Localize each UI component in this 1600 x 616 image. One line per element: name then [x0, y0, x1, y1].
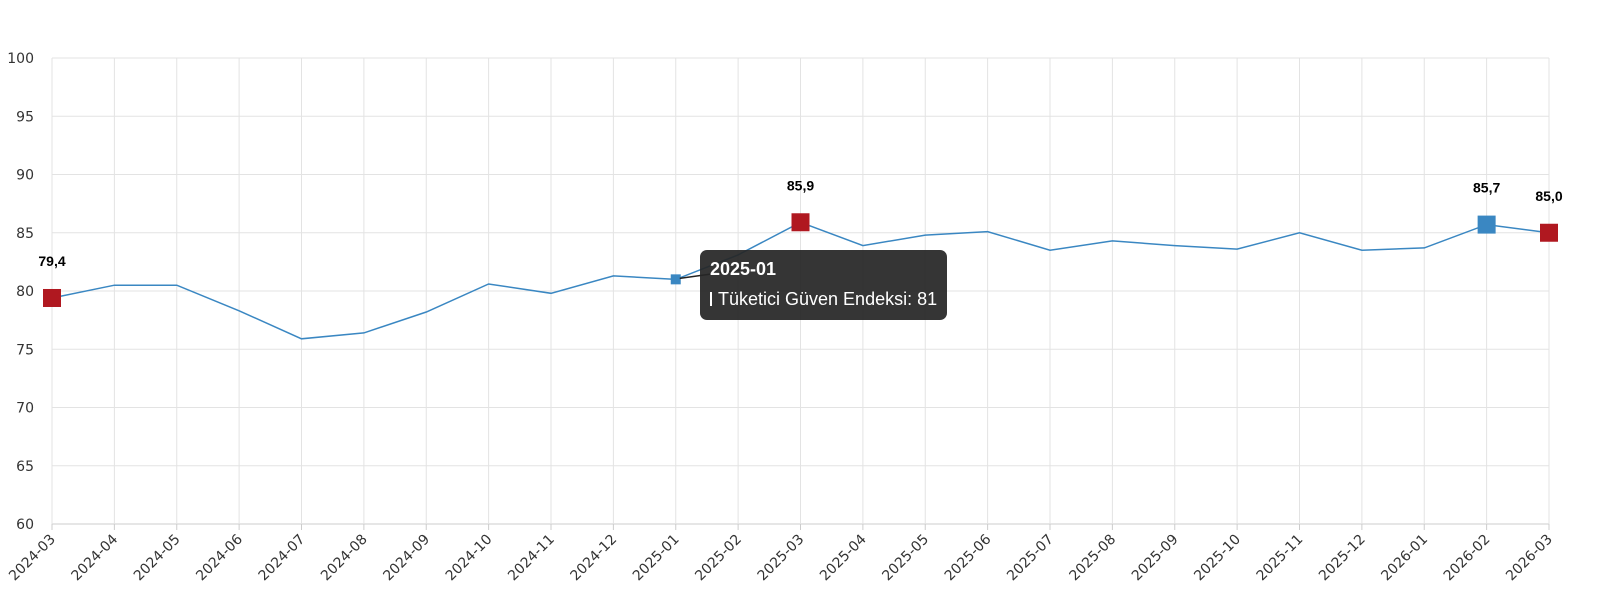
x-tick-label: 2025-02 — [692, 532, 745, 585]
markers-group — [43, 213, 1558, 307]
x-tick-label: 2025-11 — [1254, 532, 1307, 585]
data-point-marker — [791, 213, 810, 232]
tooltip-title: 2025-01 — [710, 259, 777, 279]
y-tick-label: 100 — [7, 51, 34, 67]
x-tick-label: 2024-11 — [505, 532, 558, 585]
x-tick-label: 2025-01 — [630, 532, 683, 585]
y-tick-label: 95 — [16, 109, 34, 125]
data-label: 85,9 — [787, 177, 814, 193]
data-point-marker — [43, 288, 61, 307]
data-point-marker — [1477, 215, 1496, 234]
tooltip-series-swatch — [710, 292, 712, 306]
x-tick-label: 2024-09 — [380, 532, 433, 585]
x-tick-label: 2026-01 — [1378, 532, 1431, 585]
tooltip-text: Tüketici Güven Endeksi: 81 — [718, 289, 938, 309]
data-point-marker — [1540, 223, 1558, 242]
x-tick-label: 2025-03 — [755, 532, 808, 585]
x-tick-label: 2024-10 — [443, 532, 496, 585]
x-tick-label: 2025-05 — [879, 532, 932, 585]
x-tick-label: 2025-07 — [1004, 532, 1057, 585]
x-tick-label: 2024-06 — [193, 531, 246, 584]
data-label: 79,4 — [38, 253, 65, 269]
x-tick-label: 2025-06 — [942, 531, 995, 584]
x-tick-label: 2024-04 — [69, 531, 122, 584]
x-tick-label: 2024-07 — [256, 532, 309, 585]
x-tick-label: 2025-04 — [817, 531, 870, 584]
x-tick-label: 2024-03 — [6, 532, 59, 585]
x-tick-label: 2026-03 — [1503, 532, 1556, 585]
y-tick-label: 75 — [16, 342, 34, 358]
x-tick-label: 2025-10 — [1191, 532, 1244, 585]
x-tick-label: 2025-09 — [1129, 532, 1182, 585]
y-tick-label: 60 — [16, 517, 34, 533]
data-label: 85,0 — [1535, 188, 1562, 204]
y-tick-label: 90 — [16, 168, 34, 184]
grid-lines — [51, 57, 1550, 525]
y-tick-label: 70 — [16, 401, 34, 417]
tooltip-row: Tüketici Güven Endeksi: 81 — [710, 288, 937, 310]
hovered-point-marker — [670, 274, 681, 285]
y-tick-label: 65 — [16, 459, 34, 475]
y-tick-label: 80 — [16, 284, 34, 300]
x-tick-label: 2026-02 — [1441, 532, 1494, 585]
data-label: 85,7 — [1473, 180, 1500, 196]
x-tick-label: 2025-12 — [1316, 532, 1369, 585]
x-tick-label: 2024-12 — [568, 532, 621, 585]
x-tick-label: 2024-05 — [131, 532, 184, 585]
tooltip: 2025-01 Tüketici Güven Endeksi: 81 — [700, 250, 947, 320]
y-axis: 60 65 70 75 80 85 90 95 100 — [7, 51, 34, 533]
x-tick-label: 2025-08 — [1067, 532, 1120, 585]
data-labels-group: 79,4 85,9 85,7 85,0 — [38, 177, 1562, 269]
x-axis: 2024-03 2024-04 2024-05 2024-06 2024-07 2024-… — [6, 524, 1556, 584]
x-tick-label: 2024-08 — [318, 532, 371, 585]
y-tick-label: 85 — [16, 226, 34, 242]
